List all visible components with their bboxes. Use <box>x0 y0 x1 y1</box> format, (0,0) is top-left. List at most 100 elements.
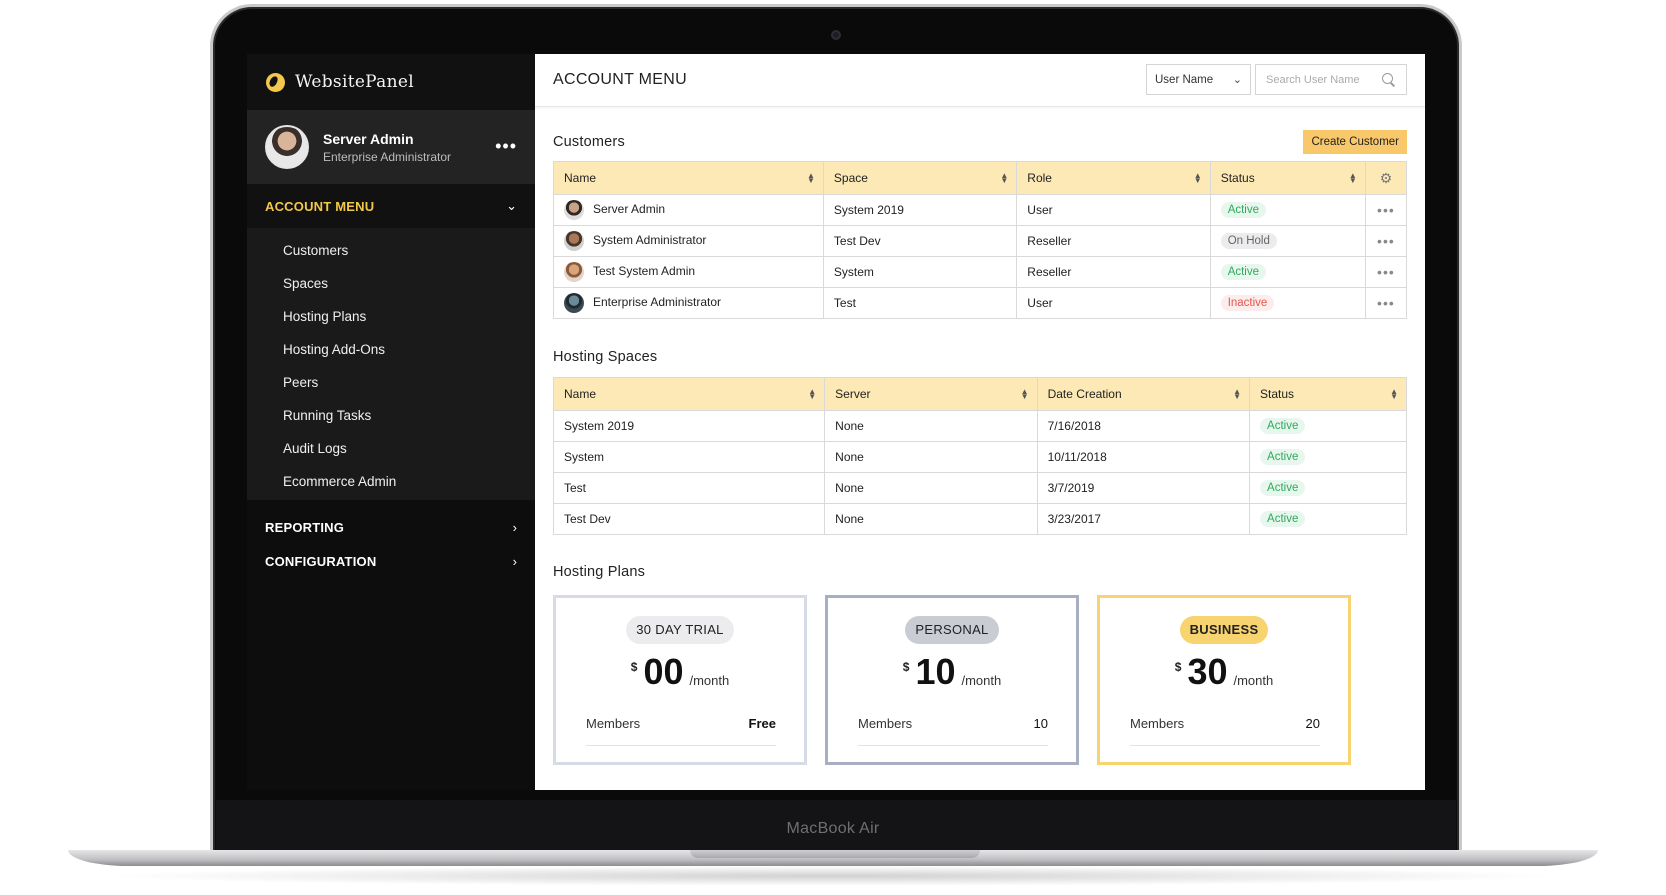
filter-select-value: User Name <box>1155 73 1214 86</box>
table-row[interactable]: Enterprise Administrator Test User Inact… <box>553 287 1408 319</box>
column-label: Status <box>1260 387 1295 401</box>
table-row[interactable]: Test Dev None 3/23/2017 Active <box>552 503 1407 535</box>
table-row[interactable]: Server Admin System 2019 User Active ••• <box>553 194 1408 226</box>
sidebar-section-reporting[interactable]: REPORTING › <box>247 510 535 544</box>
cell-name: System <box>552 441 826 473</box>
user-profile: Server Admin Enterprise Administrator ••… <box>247 110 535 184</box>
column-header-date[interactable]: Date Creation ▲ ▼ <box>1036 377 1251 411</box>
cell-space: Test <box>822 287 1018 319</box>
screen: WebsitePanel Server Admin Enterprise Adm… <box>247 54 1425 790</box>
reporting-label: REPORTING <box>265 519 345 535</box>
sidebar-item-customers[interactable]: Customers <box>283 243 349 258</box>
filter-select[interactable]: User Name ⌄ <box>1146 64 1251 95</box>
cell-name: System Administrator <box>553 225 824 257</box>
plan-name: BUSINESS <box>1179 616 1269 644</box>
profile-role: Enterprise Administrator <box>323 149 452 164</box>
cell-status: Active <box>1249 441 1407 473</box>
column-header-status[interactable]: Status ▲ ▼ <box>1249 377 1407 411</box>
create-customer-button[interactable]: Create Customer <box>1303 130 1407 154</box>
price-period: /month <box>1233 673 1274 688</box>
gear-icon[interactable]: ⚙ <box>1364 161 1408 195</box>
account-submenu: Customers Spaces Hosting Plans Hosting A… <box>247 228 535 502</box>
more-dots-icon[interactable]: ••• <box>495 136 517 156</box>
members-label: Members <box>586 716 641 731</box>
column-header-name[interactable]: Name ▲ ▼ <box>552 377 826 411</box>
column-header-server[interactable]: Server ▲ ▼ <box>824 377 1038 411</box>
sidebar-item-running-tasks[interactable]: Running Tasks <box>283 408 372 423</box>
cell-name: System 2019 <box>552 410 826 442</box>
table-row[interactable]: System None 10/11/2018 Active <box>552 441 1407 473</box>
plan-card-trial[interactable]: 30 DAY TRIAL $ 00 /month Members Free <box>553 595 807 765</box>
plan-card-business[interactable]: BUSINESS $ 30 /month Members 20 <box>1097 595 1351 765</box>
sidebar-sections: REPORTING › CONFIGURATION › <box>247 500 535 790</box>
plan-members: Members 20 <box>1130 716 1320 746</box>
account-menu-toggle[interactable]: ACCOUNT MENU ⌄ <box>247 184 535 228</box>
search-input[interactable] <box>1266 73 1376 86</box>
column-label: Name <box>564 171 597 185</box>
cell-name: Test System Admin <box>553 256 824 288</box>
sidebar-item-audit-logs[interactable]: Audit Logs <box>283 441 347 456</box>
camera-icon <box>831 30 841 40</box>
cell-status: Active <box>1249 472 1407 504</box>
cell-date: 10/11/2018 <box>1036 441 1251 473</box>
sidebar: WebsitePanel Server Admin Enterprise Adm… <box>247 54 535 790</box>
more-dots-icon[interactable]: ••• <box>1364 256 1408 288</box>
customer-name: Enterprise Administrator <box>593 295 722 310</box>
column-label: Space <box>833 171 868 185</box>
cell-role: Reseller <box>1016 225 1211 257</box>
laptop-notch <box>690 850 980 858</box>
search-icon[interactable] <box>1382 72 1396 87</box>
column-label: Date Creation <box>1047 387 1122 401</box>
sidebar-item-spaces[interactable]: Spaces <box>283 276 329 291</box>
cell-role: User <box>1016 194 1211 226</box>
cell-role: Reseller <box>1016 256 1211 288</box>
configuration-label: CONFIGURATION <box>265 553 377 569</box>
search-box <box>1255 64 1407 95</box>
column-header-space[interactable]: Space ▲ ▼ <box>822 161 1018 195</box>
more-dots-icon[interactable]: ••• <box>1364 287 1408 319</box>
table-row[interactable]: Test None 3/7/2019 Active <box>552 472 1407 504</box>
cell-server: None <box>824 472 1038 504</box>
customer-name: Test System Admin <box>593 264 696 279</box>
avatar <box>265 125 309 169</box>
customers-title: Customers <box>553 134 625 150</box>
column-header-name[interactable]: Name ▲ ▼ <box>553 161 824 195</box>
plan-card-personal[interactable]: PERSONAL $ 10 /month Members 10 <box>825 595 1079 765</box>
more-dots-icon[interactable]: ••• <box>1364 225 1408 257</box>
sort-icon: ▲ ▼ <box>808 387 817 401</box>
table-header-row: Name ▲ ▼ Space ▲ ▼ Role ▲ ▼ Status ▲ ▼ ⚙ <box>553 161 1408 195</box>
column-label: Status <box>1220 171 1255 185</box>
sidebar-item-ecommerce-admin[interactable]: Ecommerce Admin <box>283 474 397 489</box>
cell-name: Server Admin <box>553 194 824 226</box>
cell-name: Test <box>552 472 826 504</box>
column-header-status[interactable]: Status ▲ ▼ <box>1209 161 1366 195</box>
sidebar-item-peers[interactable]: Peers <box>283 375 319 390</box>
cell-name: Test Dev <box>552 503 826 535</box>
sidebar-item-hosting-plans[interactable]: Hosting Plans <box>283 309 367 324</box>
avatar <box>564 231 584 251</box>
status-badge: Active <box>1260 480 1306 496</box>
more-dots-icon[interactable]: ••• <box>1364 194 1408 226</box>
cell-space: System <box>822 256 1018 288</box>
sort-icon: ▲ ▼ <box>1193 171 1202 185</box>
table-row[interactable]: Test System Admin System Reseller Active… <box>553 256 1408 288</box>
table-row[interactable]: System Administrator Test Dev Reseller O… <box>553 225 1408 257</box>
status-badge: Inactive <box>1220 295 1275 311</box>
sidebar-item-hosting-addons[interactable]: Hosting Add-Ons <box>283 342 386 357</box>
status-badge: Active <box>1260 511 1306 527</box>
brand[interactable]: WebsitePanel <box>247 54 535 110</box>
status-badge: Active <box>1260 449 1306 465</box>
currency: $ <box>902 660 910 674</box>
currency: $ <box>630 660 638 674</box>
avatar <box>564 262 584 282</box>
column-label: Name <box>564 387 597 401</box>
column-header-role[interactable]: Role ▲ ▼ <box>1016 161 1211 195</box>
customer-name: System Administrator <box>593 233 707 248</box>
table-row[interactable]: System 2019 None 7/16/2018 Active <box>552 410 1407 442</box>
chevron-right-icon: › <box>512 553 517 569</box>
top-bar: ACCOUNT MENU User Name ⌄ <box>535 54 1425 107</box>
plan-price: $ 00 /month <box>556 650 804 694</box>
plan-name: 30 DAY TRIAL <box>626 616 734 644</box>
sidebar-section-configuration[interactable]: CONFIGURATION › <box>247 544 535 578</box>
cell-status: On Hold <box>1209 225 1366 257</box>
